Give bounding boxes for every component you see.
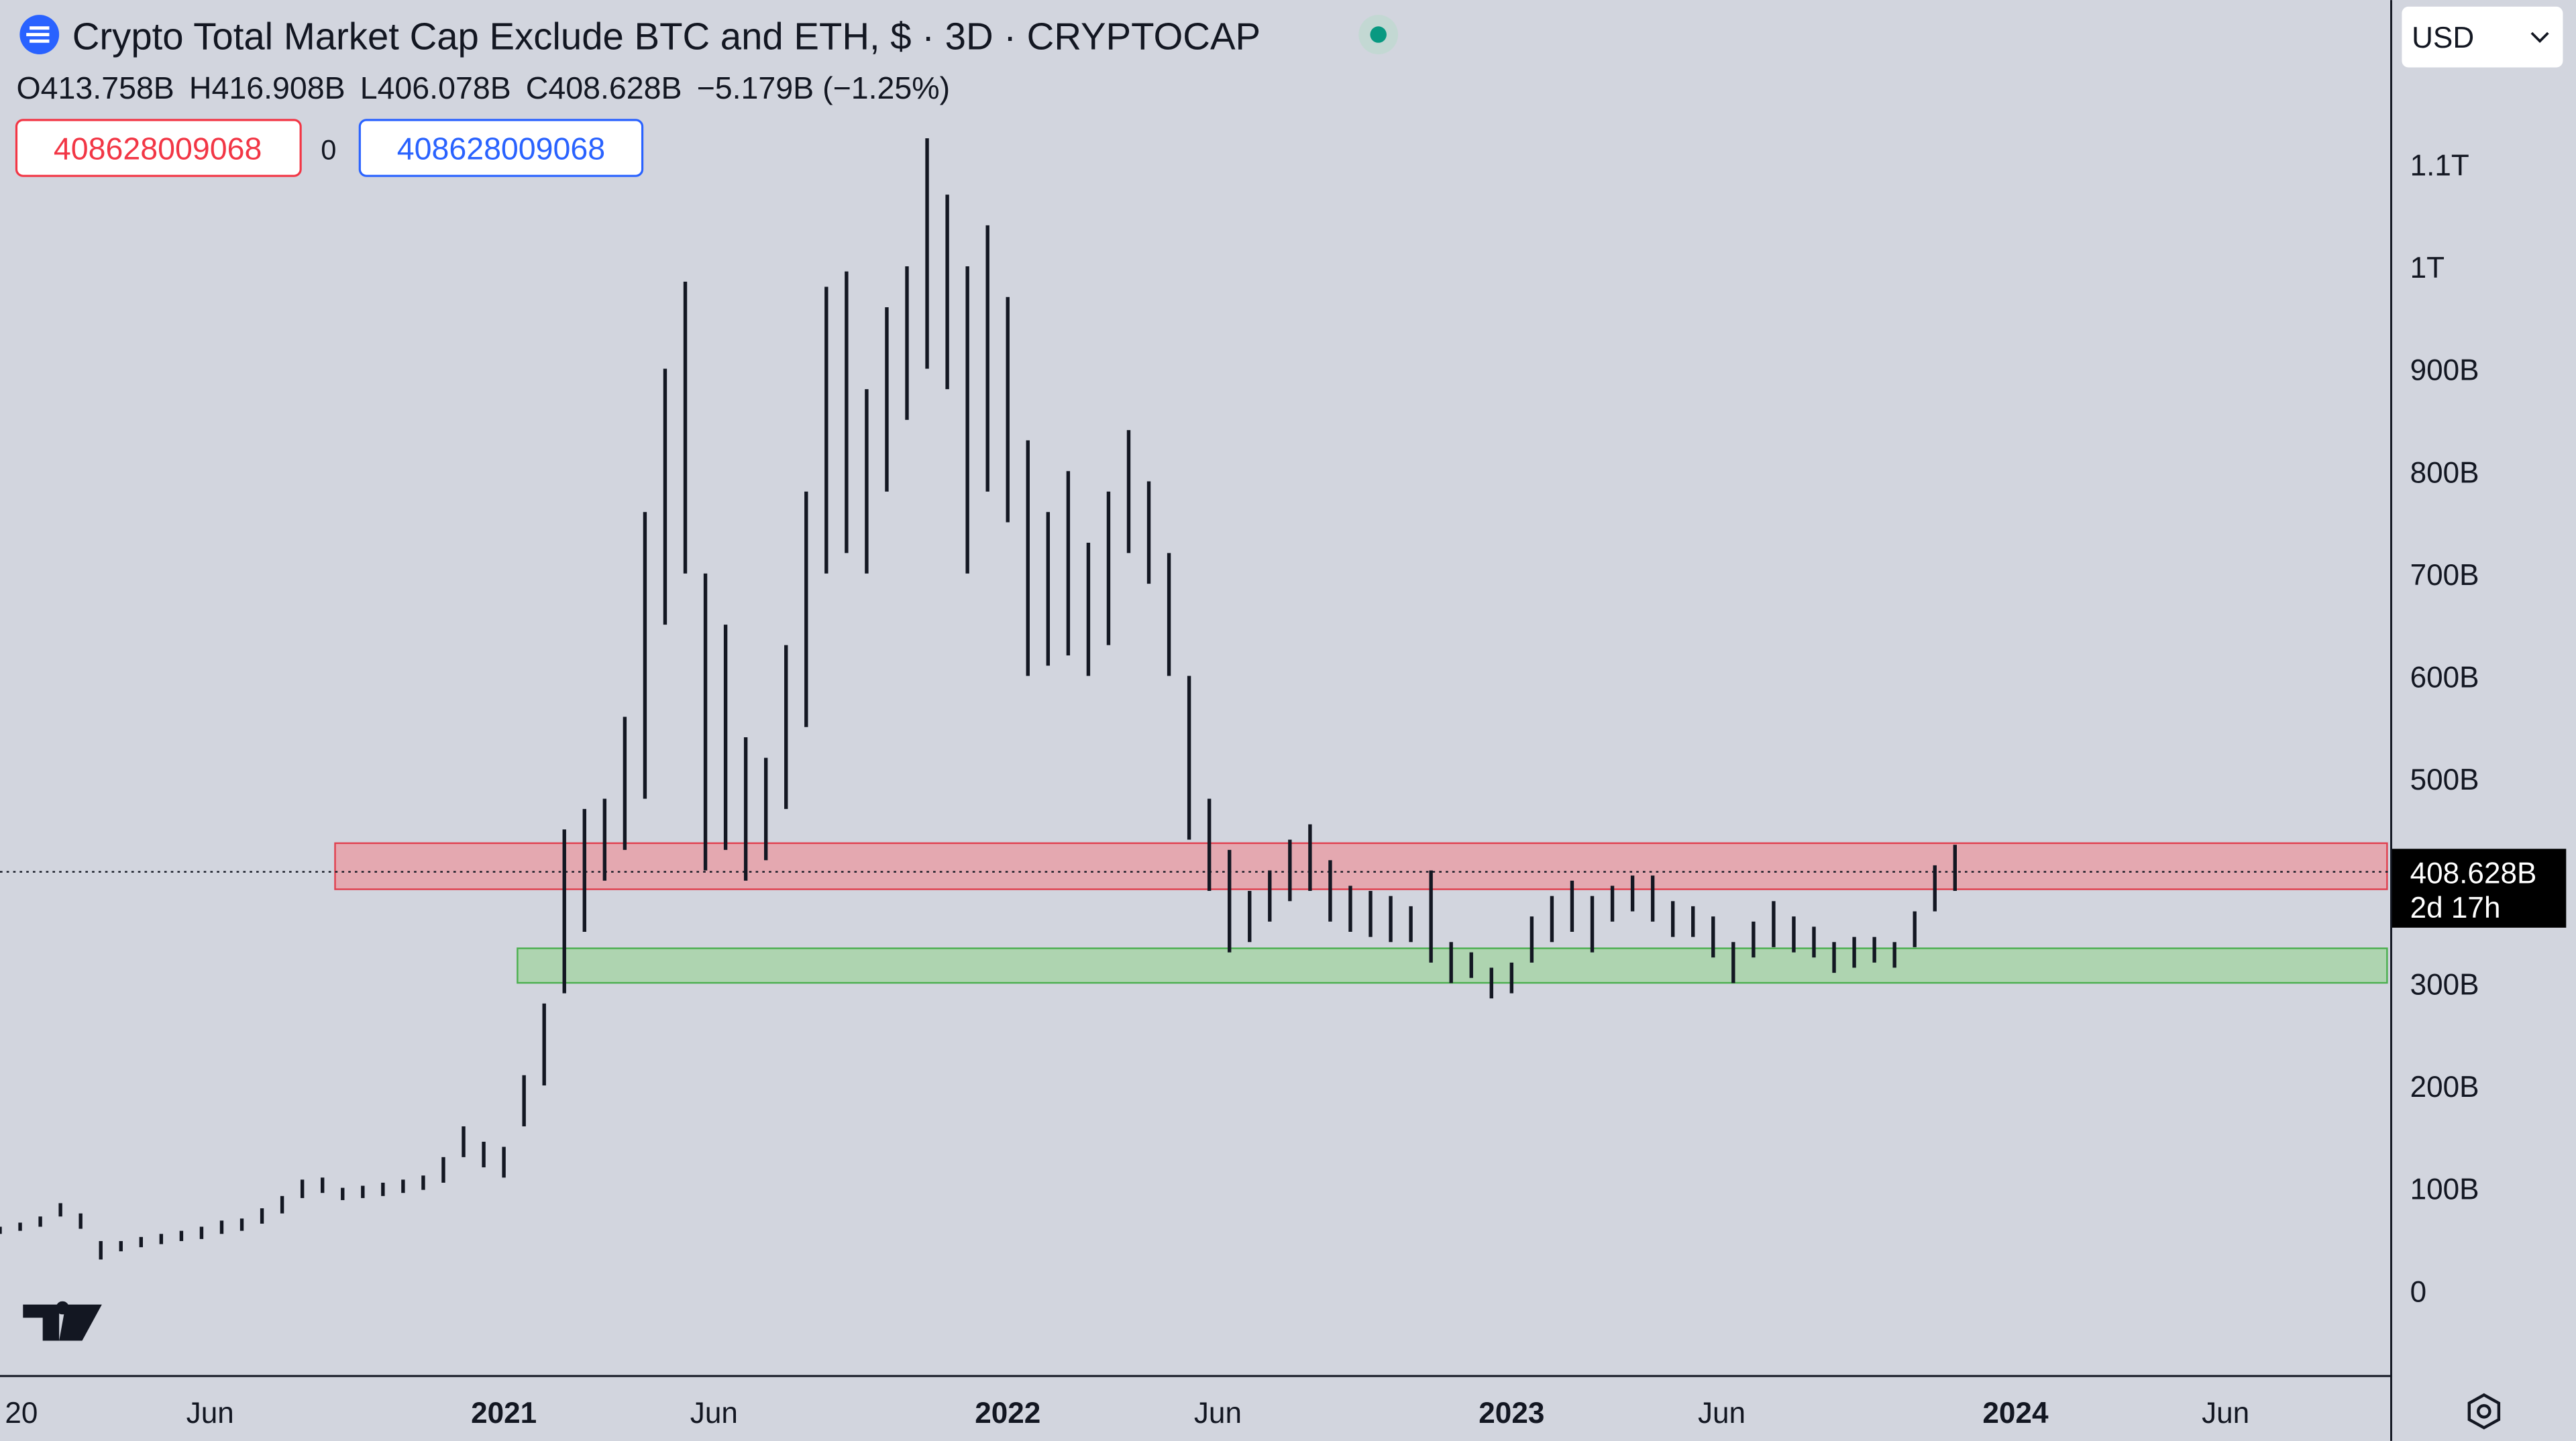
y-tick-label: 300B [2410,968,2479,1001]
chart-title: Crypto Total Market Cap Exclude BTC and … [72,15,1260,58]
tradingview-logo [23,1301,102,1341]
y-tick-label: 1.1T [2410,149,2469,182]
x-tick-label: 2024 [1982,1397,2049,1430]
x-tick-label: 2022 [975,1397,1040,1430]
y-tick-label: 600B [2410,661,2479,694]
input-box[interactable] [358,119,644,177]
y-tick-label: 700B [2410,559,2479,592]
ohlc-value: −5.179B (−1.25%) [697,70,951,105]
ohlc-legend: O413.758B H416.908B L406.078B C408.628B −5.1… [16,70,950,105]
settings-icon-center [2477,1404,2491,1419]
last-price-label: 408.628B [2410,857,2537,890]
y-tick-label: 900B [2410,354,2479,387]
last-price-box [2392,849,2567,928]
x-tick-label: 20 [5,1397,38,1430]
x-tick-label: 2023 [1479,1397,1544,1430]
x-tick-label: Jun [1194,1397,1242,1430]
ohlc-value: O413.758B [16,70,174,105]
x-tick-label: Jun [690,1397,738,1430]
market-status-dot [1370,26,1387,43]
y-tick-label: 500B [2410,763,2479,796]
zone [334,842,2388,890]
price-axis: 0100B200B300B400B500B600B700B800B900B1T1… [2410,149,2479,1308]
ohlc-value: H416.908B [189,70,345,105]
ohlc-value: L406.078B [360,70,511,105]
y-tick-label: 800B [2410,456,2479,489]
x-tick-label: 2021 [471,1397,537,1430]
input-value: 0 [321,134,336,166]
y-tick-label: 0 [2410,1275,2427,1308]
ohlc-value: C408.628B [526,70,682,105]
input-value[interactable]: 408628009068 [54,131,262,166]
x-tick-label: Jun [2202,1397,2249,1430]
x-tick-label: Jun [1698,1397,1746,1430]
x-tick-label: Jun [186,1397,234,1430]
settings-icon[interactable] [2467,1393,2501,1430]
dropdown-arrow [2530,32,2549,43]
input-value[interactable]: 408628009068 [397,131,605,166]
y-tick-label: 1T [2410,252,2445,284]
y-tick-label: 100B [2410,1173,2479,1206]
currency-label[interactable]: USD [2412,21,2474,54]
symbol-icon-lines [26,26,50,43]
price-bars [0,138,1957,1260]
time-axis: 20 Jun 2021 Jun 2022 Jun 2023 Jun 2024 Jun [5,1397,2249,1430]
countdown: 2d 17h [2410,892,2501,924]
y-tick-label: 200B [2410,1071,2479,1104]
currency-dropdown[interactable] [2402,6,2563,68]
input-box[interactable] [15,119,302,177]
